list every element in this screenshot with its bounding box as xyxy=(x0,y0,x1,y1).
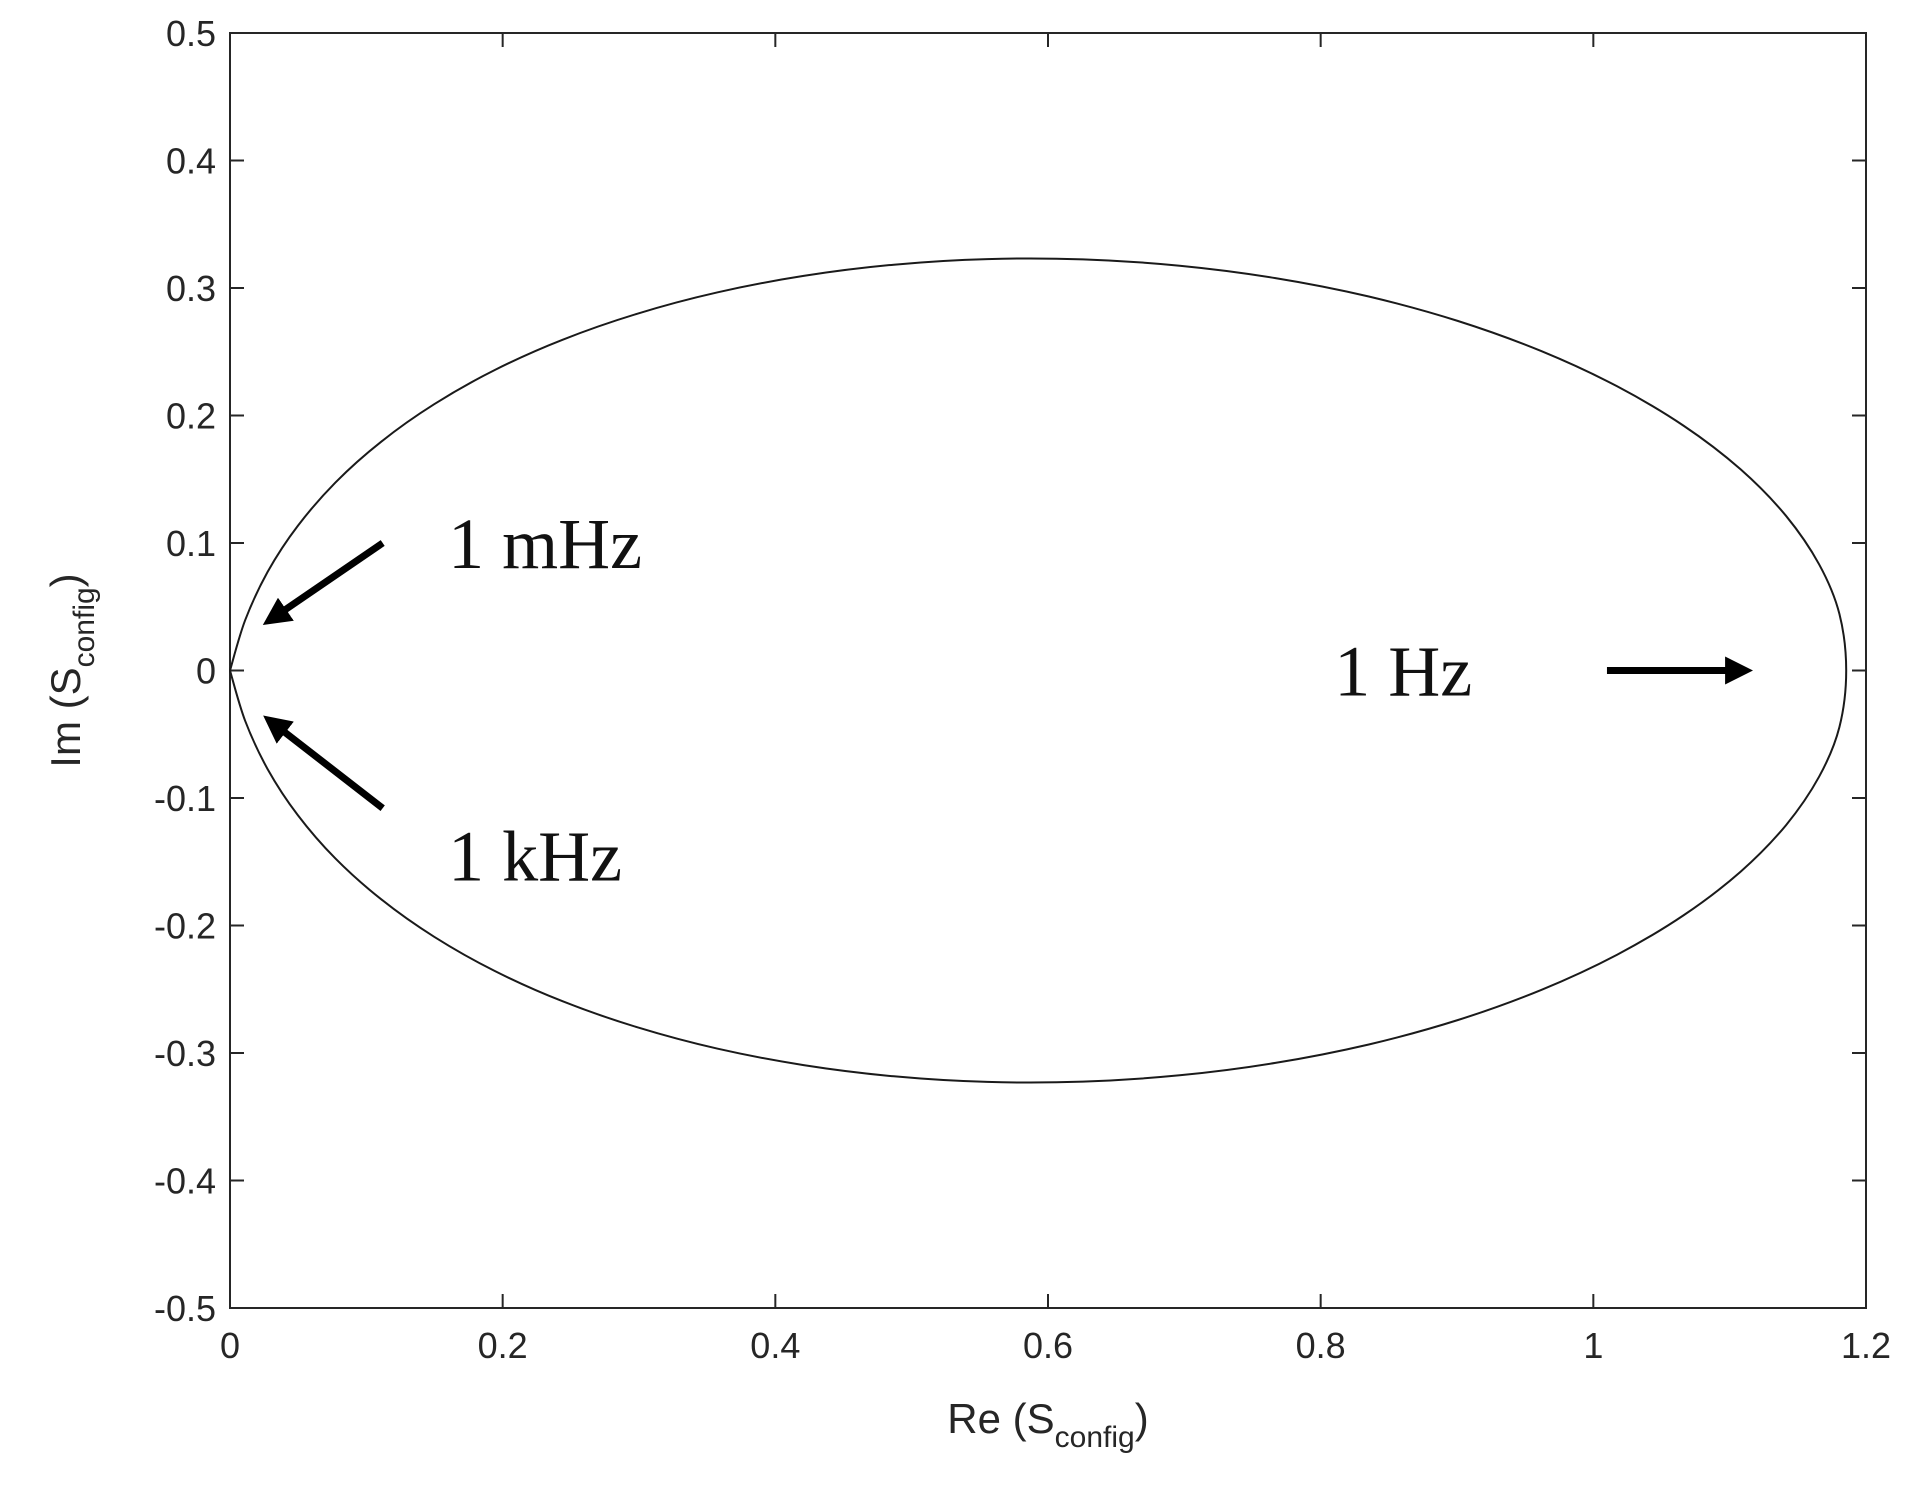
ticks-layer: 0 0.2 0.4 0.6 0.8 1 1.2 -0.5 -0.4 -0.3 -0.2 -0.1 0 0.… xyxy=(154,13,1891,1366)
series-layer xyxy=(229,257,1848,1084)
x-axis-label-suffix: ) xyxy=(1135,1395,1149,1442)
axis-label-layer: Re (Sconfig) Im (Sconfig) xyxy=(42,573,1149,1454)
plot-area xyxy=(229,32,1867,1309)
y-tick-label: -0.3 xyxy=(154,1033,216,1074)
y-tick-label: 0.3 xyxy=(166,268,216,309)
annotation-arrow xyxy=(262,540,385,626)
y-tick-label: 0.2 xyxy=(166,396,216,437)
y-tick-label: -0.1 xyxy=(154,778,216,819)
x-tick-label: 1.2 xyxy=(1841,1325,1891,1366)
x-tick-label: 0.8 xyxy=(1296,1325,1346,1366)
annotation-arrow xyxy=(263,715,385,811)
x-axis-label: Re (Sconfig) xyxy=(947,1395,1148,1454)
y-axis-label-subscript: config xyxy=(68,587,101,667)
y-tick-label: 0 xyxy=(196,651,216,692)
x-axis-label-subscript: config xyxy=(1055,1421,1135,1454)
y-tick-label: 0.5 xyxy=(166,13,216,54)
x-tick-label: 0.6 xyxy=(1023,1325,1073,1366)
y-tick-label: -0.4 xyxy=(154,1161,216,1202)
y-axis-label: Im (Sconfig) xyxy=(42,573,101,767)
y-tick-label: 0.4 xyxy=(166,141,216,182)
annotation-layer: 1 mHz 1 kHz 1 Hz xyxy=(262,504,1754,896)
x-axis-label-prefix: Re (S xyxy=(947,1395,1054,1442)
annotation-label: 1 kHz xyxy=(448,816,622,896)
y-tick-label: -0.5 xyxy=(154,1288,216,1329)
annotation-label: 1 mHz xyxy=(448,504,642,584)
x-tick-label: 0.4 xyxy=(750,1325,800,1366)
annotation-label: 1 Hz xyxy=(1334,632,1472,712)
y-tick-label: 0.1 xyxy=(166,523,216,564)
y-tick-label: -0.2 xyxy=(154,906,216,947)
y-axis-label-suffix: ) xyxy=(42,573,89,587)
x-tick-label: 0.2 xyxy=(478,1325,528,1366)
y-axis-label-prefix: Im (S xyxy=(42,667,89,767)
nyquist-curve xyxy=(229,257,1848,1084)
x-tick-label: 1 xyxy=(1583,1325,1603,1366)
x-tick-label: 0 xyxy=(220,1325,240,1366)
